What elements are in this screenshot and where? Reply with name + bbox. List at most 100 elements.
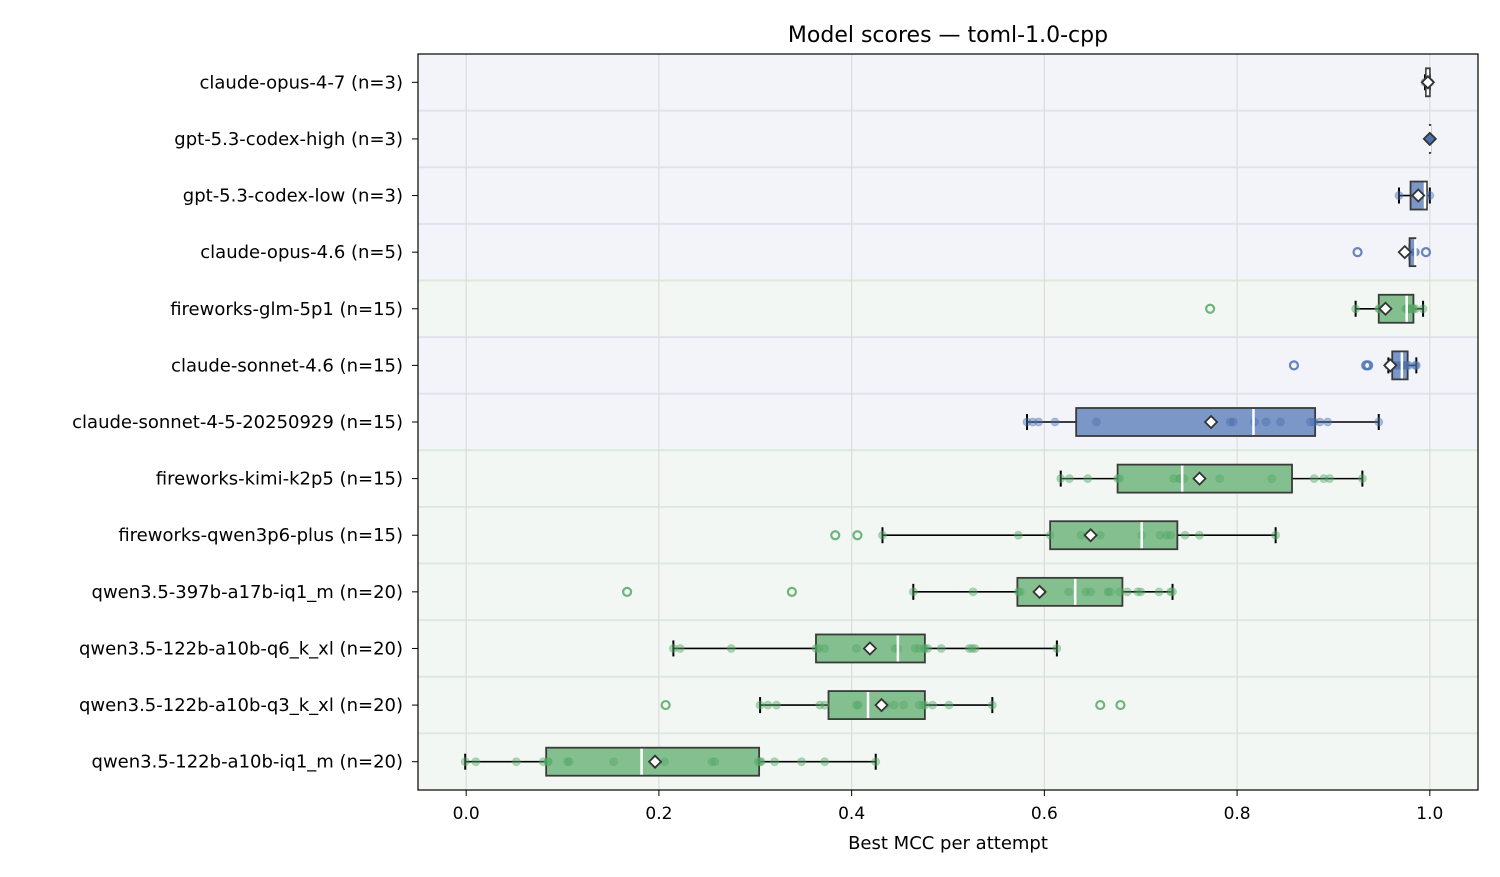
data-point bbox=[564, 757, 574, 767]
outlier-point bbox=[1352, 247, 1363, 258]
x-tick-label: 0.2 bbox=[645, 804, 672, 824]
iqr-box bbox=[1049, 520, 1179, 551]
data-point bbox=[968, 587, 978, 597]
box-group bbox=[1394, 180, 1435, 211]
data-point bbox=[919, 643, 929, 653]
data-point bbox=[970, 643, 980, 653]
data-point bbox=[543, 757, 553, 767]
data-point bbox=[851, 700, 861, 710]
y-tick-label: fireworks-kimi-k2p5 (n=15) bbox=[156, 469, 403, 490]
data-point bbox=[1034, 417, 1044, 427]
x-tick-label: 0.0 bbox=[453, 804, 480, 824]
data-point bbox=[1351, 304, 1361, 314]
data-point bbox=[1050, 417, 1060, 427]
data-point bbox=[1410, 304, 1420, 314]
data-point bbox=[918, 700, 928, 710]
data-point bbox=[1228, 417, 1238, 427]
data-point bbox=[1309, 474, 1319, 484]
data-point bbox=[820, 757, 830, 767]
data-point bbox=[967, 643, 977, 653]
data-point bbox=[1323, 417, 1333, 427]
y-tick-labels: claude-opus-4-7 (n=3) gpt-5.3-codex-high … bbox=[72, 72, 418, 773]
data-point bbox=[944, 700, 954, 710]
data-point bbox=[543, 757, 553, 767]
data-point bbox=[1357, 474, 1367, 484]
data-point bbox=[1052, 643, 1062, 653]
row-bands bbox=[418, 54, 1478, 790]
data-point bbox=[1225, 417, 1235, 427]
data-point bbox=[820, 700, 830, 710]
data-point bbox=[815, 700, 825, 710]
box-group bbox=[460, 746, 881, 777]
data-point bbox=[871, 757, 881, 767]
data-point bbox=[1103, 587, 1113, 597]
data-point bbox=[1305, 417, 1315, 427]
box-group bbox=[1022, 407, 1384, 437]
x-axis-label: Best MCC per attempt bbox=[848, 833, 1048, 854]
row-band bbox=[418, 280, 1478, 338]
row-band bbox=[418, 337, 1478, 394]
y-tick-label: claude-opus-4-7 (n=3) bbox=[200, 72, 404, 93]
data-point bbox=[1404, 360, 1414, 370]
row-band bbox=[418, 223, 1478, 281]
data-point bbox=[1155, 530, 1165, 540]
data-point bbox=[1122, 587, 1132, 597]
mean-marker bbox=[874, 697, 889, 713]
x-tick-label: 0.6 bbox=[1031, 804, 1058, 824]
data-point bbox=[770, 757, 780, 767]
data-point bbox=[1115, 474, 1125, 484]
data-point bbox=[987, 700, 997, 710]
data-point bbox=[920, 643, 930, 653]
data-point bbox=[1136, 587, 1146, 597]
data-point bbox=[460, 757, 470, 767]
data-point bbox=[675, 643, 685, 653]
y-tick-label: claude-opus-4.6 (n=5) bbox=[200, 242, 403, 263]
data-point bbox=[853, 700, 863, 710]
data-point bbox=[710, 757, 720, 767]
x-tick-labels: 0.0 0.2 0.4 0.6 0.8 1.0 bbox=[453, 790, 1443, 824]
iqr-box bbox=[815, 633, 926, 664]
data-point bbox=[851, 643, 861, 653]
data-point bbox=[1275, 417, 1285, 427]
data-point bbox=[1261, 417, 1271, 427]
mean-marker bbox=[1032, 584, 1047, 600]
x-tick-label: 0.4 bbox=[838, 804, 865, 824]
data-point bbox=[471, 757, 481, 767]
data-point bbox=[756, 757, 766, 767]
y-tick-label: claude-sonnet-4.6 (n=15) bbox=[171, 355, 403, 376]
outlier-point bbox=[786, 586, 797, 597]
data-point bbox=[908, 587, 918, 597]
outlier-point bbox=[1115, 699, 1126, 711]
x-tick-label: 0.8 bbox=[1224, 804, 1251, 824]
data-point bbox=[755, 757, 765, 767]
box-group bbox=[1422, 124, 1438, 154]
data-point bbox=[936, 643, 946, 653]
data-point bbox=[1166, 587, 1176, 597]
mean-marker bbox=[1083, 527, 1098, 543]
data-point bbox=[928, 700, 938, 710]
outlier-point bbox=[622, 586, 633, 597]
data-point bbox=[771, 700, 781, 710]
data-point bbox=[1407, 304, 1417, 314]
mean-marker bbox=[1420, 75, 1436, 90]
mean-marker bbox=[1422, 131, 1438, 147]
data-point bbox=[1180, 530, 1190, 540]
data-point bbox=[1394, 191, 1404, 201]
data-point bbox=[755, 700, 765, 710]
data-point bbox=[726, 643, 736, 653]
box-group bbox=[1288, 350, 1421, 381]
data-point bbox=[1418, 304, 1428, 314]
mean-marker bbox=[1410, 188, 1426, 203]
data-point bbox=[820, 643, 830, 653]
outlier-point bbox=[1420, 247, 1432, 258]
y-tick-label: gpt-5.3-codex-high (n=3) bbox=[174, 129, 403, 150]
data-point bbox=[910, 643, 920, 653]
data-point bbox=[1425, 191, 1435, 201]
data-point bbox=[1086, 587, 1096, 597]
mean-marker bbox=[1192, 471, 1207, 486]
box-group bbox=[1420, 67, 1436, 98]
y-tick-label: qwen3.5-122b-a10b-q6_k_xl (n=20) bbox=[79, 638, 403, 659]
data-point bbox=[1091, 417, 1101, 427]
data-point bbox=[877, 530, 887, 540]
